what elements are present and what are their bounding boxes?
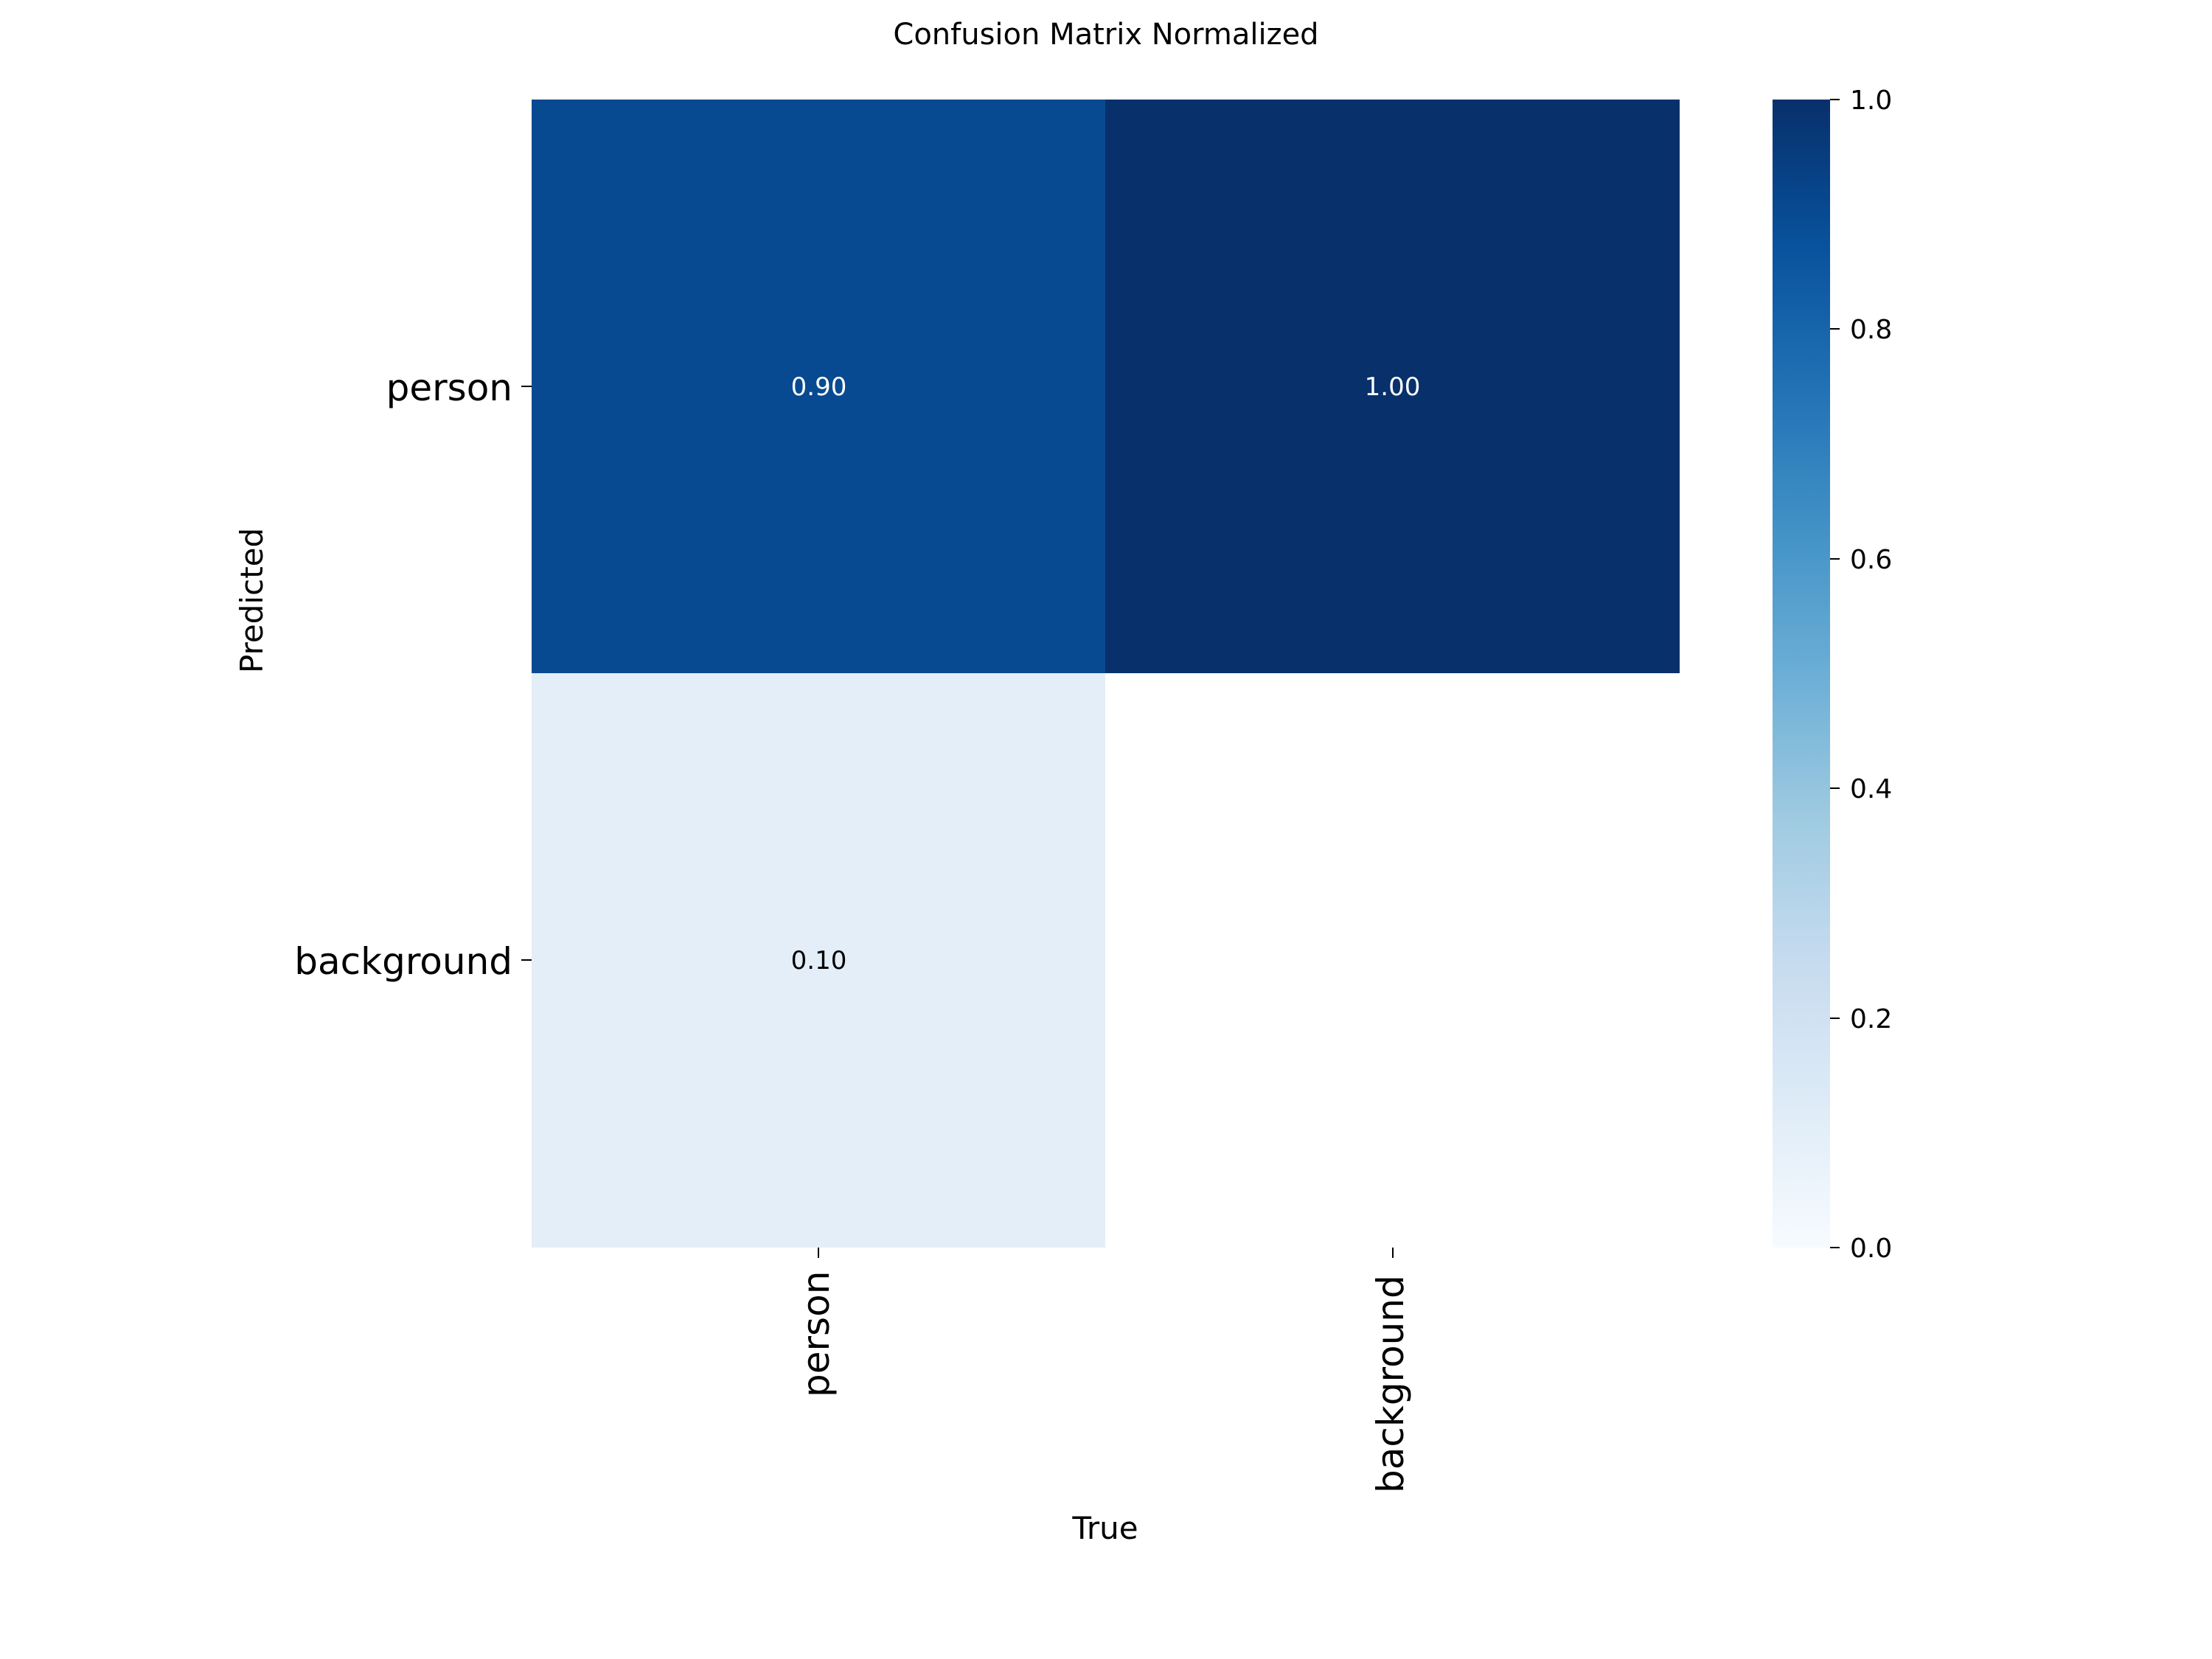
xtick-label-background: background <box>1369 1275 1412 1493</box>
colorbar-tick <box>1830 787 1840 790</box>
ytick-person <box>521 386 532 387</box>
colorbar-tick <box>1830 99 1840 100</box>
ytick-background <box>521 959 532 961</box>
cell-person-background: 1.00 <box>1105 100 1680 674</box>
colorbar-tick <box>1830 1017 1840 1019</box>
cell-background-person: 0.10 <box>532 673 1106 1248</box>
xtick-background <box>1392 1248 1394 1258</box>
ytick-label-person: person <box>386 366 512 409</box>
colorbar-tick-label: 0.4 <box>1850 774 1893 805</box>
cell-background-background <box>1105 673 1680 1248</box>
colorbar-tick <box>1830 1247 1840 1248</box>
xtick-label-person: person <box>795 1270 838 1397</box>
cell-value: 0.10 <box>790 945 847 975</box>
xtick-person <box>818 1248 819 1258</box>
colorbar-tick-label: 0.6 <box>1850 544 1893 575</box>
colorbar-tick-label: 0.2 <box>1850 1004 1893 1034</box>
colorbar-tick-label: 0.8 <box>1850 315 1893 346</box>
colorbar-tick-label: 0.0 <box>1850 1234 1893 1264</box>
ytick-label-background: background <box>294 940 512 983</box>
cell-value: 0.90 <box>790 372 847 402</box>
y-axis-label: Predicted <box>234 527 270 673</box>
colorbar <box>1773 100 1830 1248</box>
x-axis-label: True <box>1072 1510 1138 1546</box>
colorbar-tick-label: 1.0 <box>1850 86 1893 116</box>
colorbar-tick <box>1830 328 1840 330</box>
chart-title: Confusion Matrix Normalized <box>893 18 1319 52</box>
cell-person-person: 0.90 <box>532 100 1106 674</box>
cell-value: 1.00 <box>1364 372 1421 402</box>
colorbar-tick <box>1830 557 1840 560</box>
